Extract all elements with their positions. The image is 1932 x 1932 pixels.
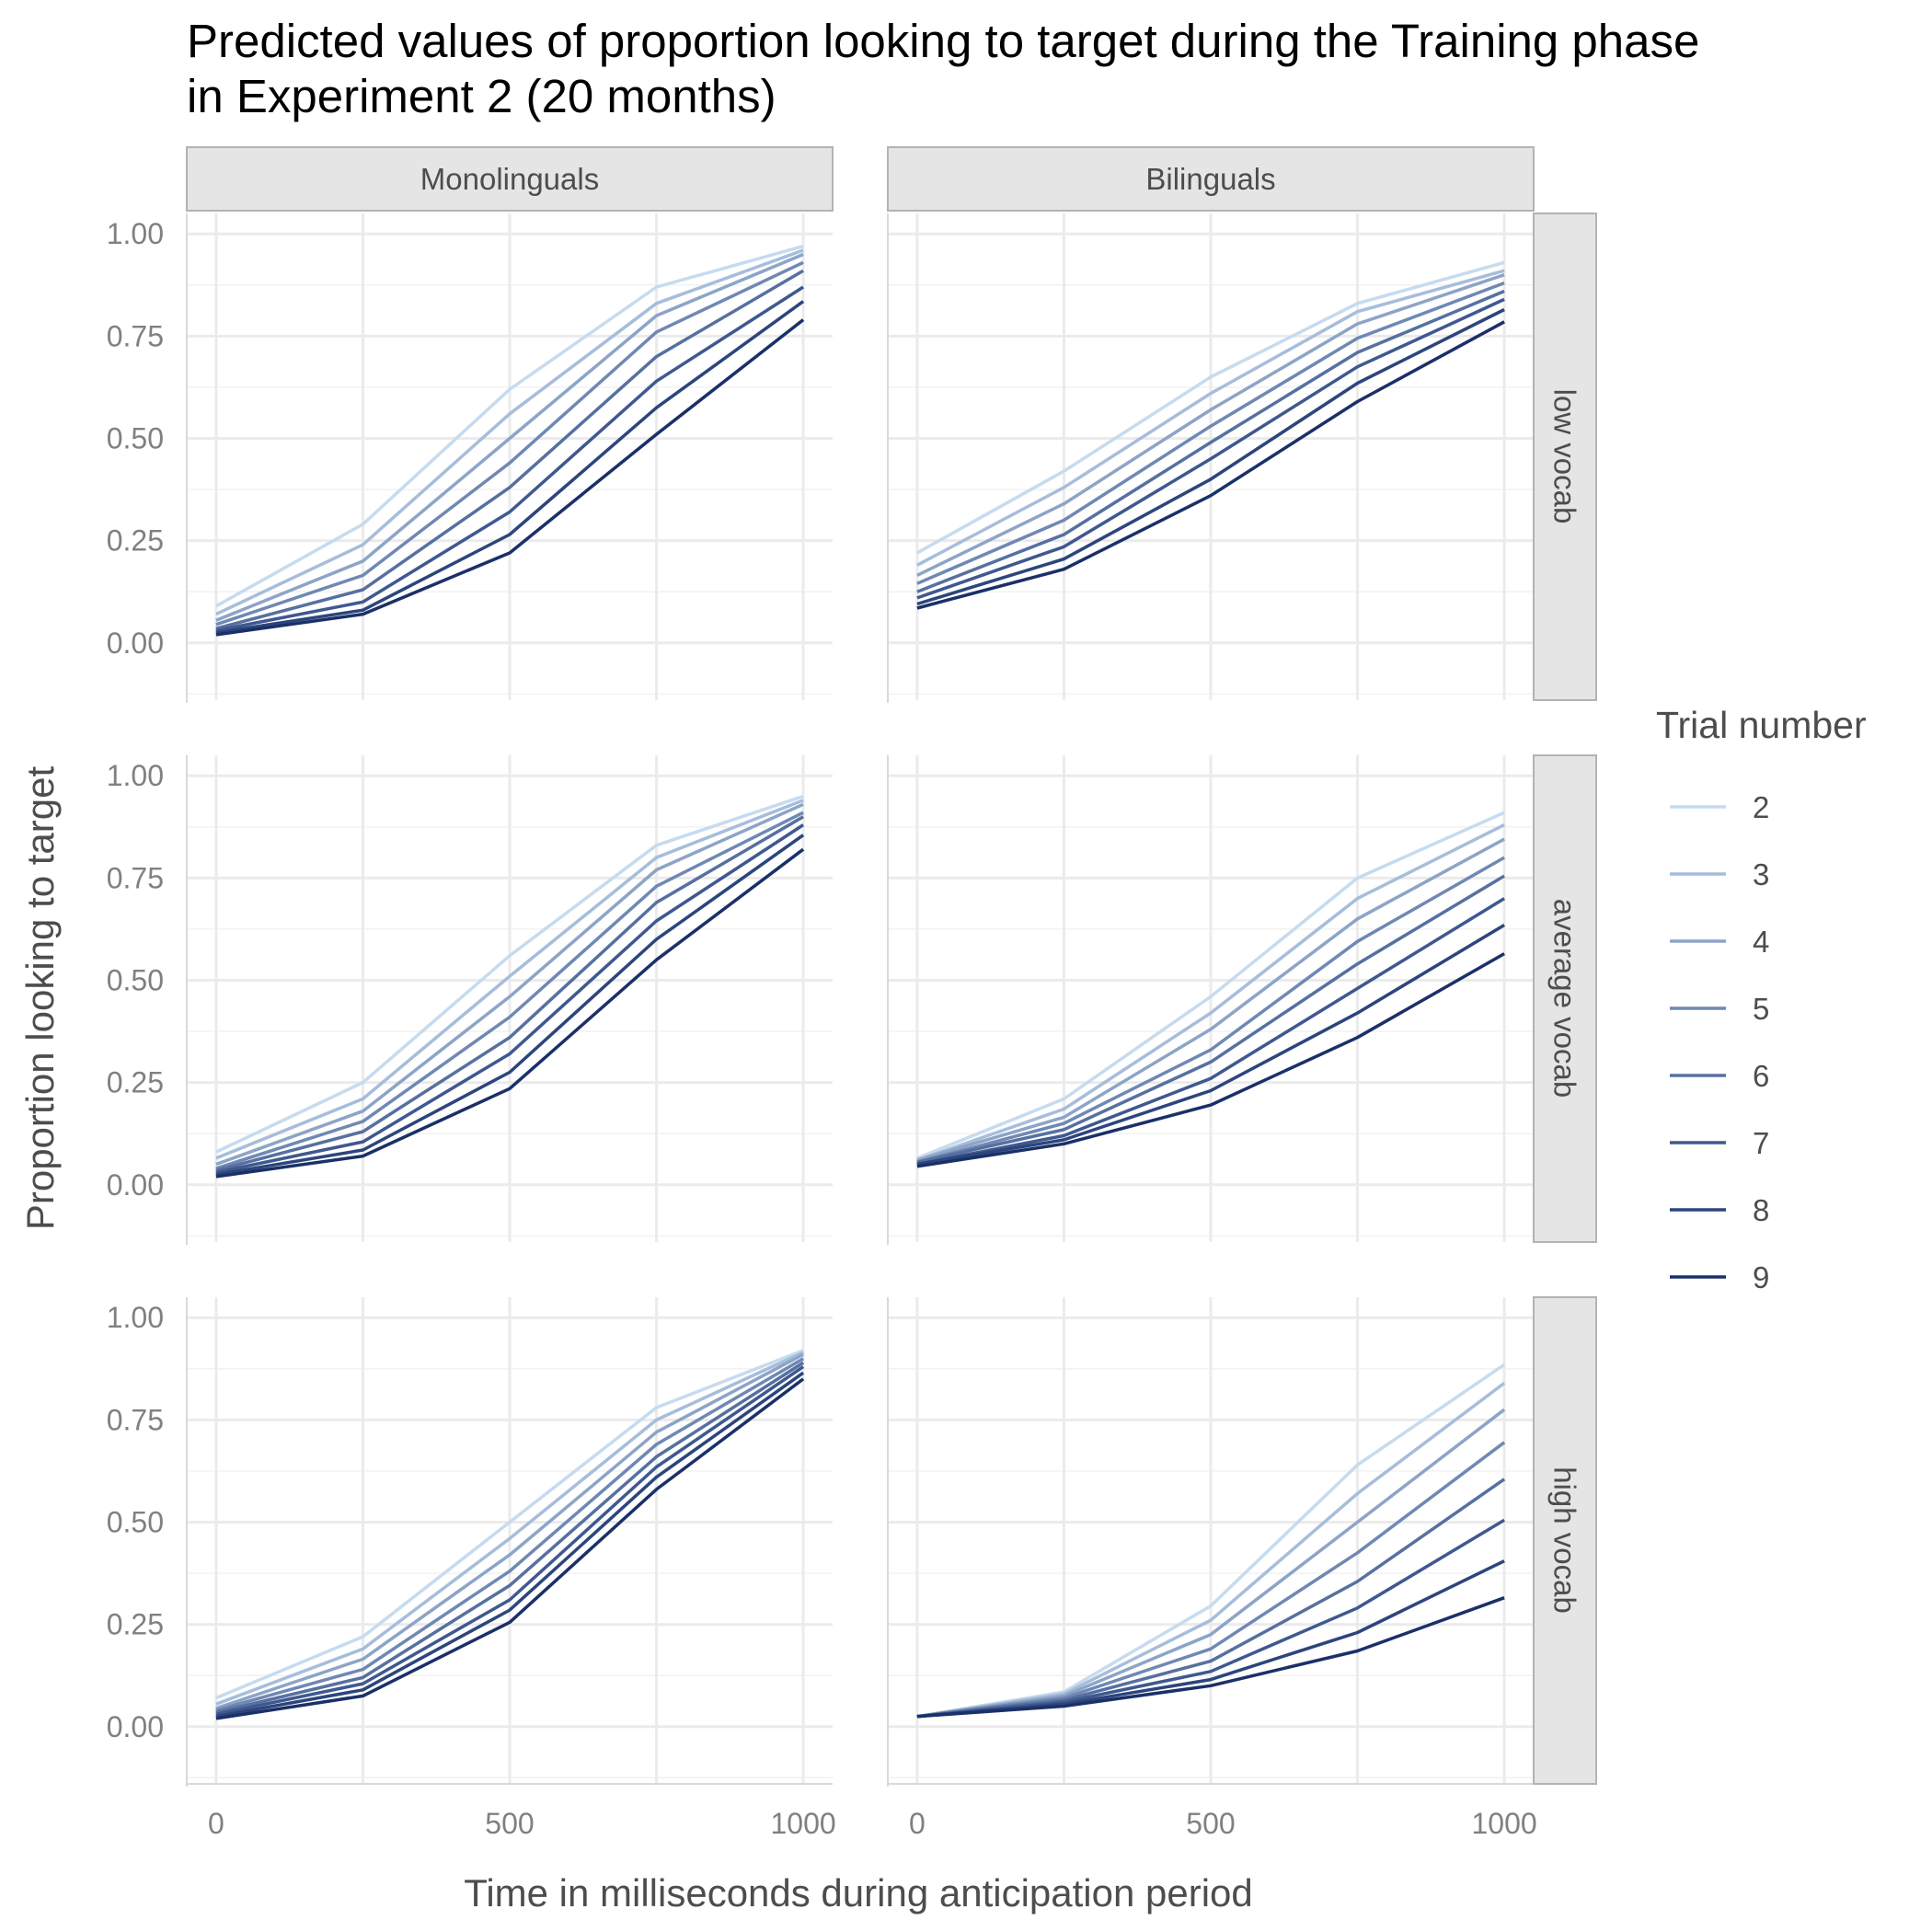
- x-tick-labels: 0 500 1000 0 500 1000: [208, 1807, 1537, 1840]
- y-tick-label: 0.00: [107, 627, 164, 660]
- legend-label-trial-5: 5: [1753, 992, 1769, 1026]
- series-line-trial-6: [215, 1361, 805, 1714]
- series-line-trial-5: [215, 1357, 804, 1712]
- series-line-trial-2: [916, 260, 1505, 555]
- series-line-trial-3: [215, 248, 804, 616]
- strip-bilinguals: [887, 146, 1535, 212]
- series-line-trial-9: [916, 320, 1505, 610]
- legend-label-trial-4: 4: [1753, 925, 1769, 959]
- series-line-trial-2: [215, 794, 804, 1154]
- y-tick-label: 0.50: [107, 963, 164, 996]
- y-tick-label: 0.00: [107, 1168, 164, 1202]
- strip-monolinguals: [186, 146, 834, 212]
- y-tick-label: 0.00: [107, 1710, 164, 1743]
- strip-label-monolinguals: Monolinguals: [420, 162, 599, 196]
- series-line-trial-5: [215, 260, 804, 627]
- chart-title-line-1: Predicted values of proportion looking t…: [187, 15, 1699, 67]
- y-tick-label: 0.25: [107, 1066, 164, 1099]
- series-line-trial-7: [916, 897, 1506, 1167]
- legend-label-trial-6: 6: [1753, 1059, 1769, 1093]
- series-line-trial-3: [215, 1351, 804, 1706]
- y-tick-label: 1.00: [107, 217, 164, 250]
- x-tick-label: 1000: [1471, 1807, 1536, 1840]
- series-line-trial-3: [215, 799, 804, 1160]
- y-tick-label: 0.25: [107, 524, 164, 558]
- series-line-trial-9: [215, 1377, 805, 1720]
- legend-label-trial-3: 3: [1753, 857, 1769, 891]
- series-line-trial-7: [215, 823, 805, 1175]
- series-line-trial-3: [916, 269, 1505, 567]
- y-tick-label: 1.00: [107, 759, 164, 792]
- series-line-trial-9: [215, 318, 805, 637]
- y-tick-label: 0.75: [107, 861, 164, 894]
- y-tick-label: 0.50: [107, 1505, 164, 1538]
- series-line-trial-7: [916, 297, 1505, 600]
- series-line-trial-4: [916, 837, 1505, 1162]
- series-line-trial-5: [916, 281, 1505, 585]
- y-tick-label: 1.00: [107, 1301, 164, 1334]
- series-line-trial-4: [916, 273, 1505, 577]
- series-line-trial-6: [215, 269, 804, 630]
- strip-average-vocab: [1533, 754, 1597, 1243]
- series-line-trial-7: [215, 1365, 805, 1717]
- x-tick-label: 1000: [770, 1807, 835, 1840]
- strip-label-low-vocab: low vocab: [1548, 389, 1582, 524]
- y-tick-label: 0.75: [107, 319, 164, 352]
- x-axis-title: Time in milliseconds during anticipation…: [464, 1871, 1253, 1915]
- series-line-trial-6: [916, 874, 1505, 1165]
- legend-title: Trial number: [1656, 704, 1867, 746]
- panel-axes: [186, 213, 1534, 1787]
- series-line-trial-3: [916, 823, 1505, 1162]
- series-line-trial-6: [215, 815, 804, 1172]
- series-line-trial-8: [916, 307, 1505, 606]
- x-tick-label: 500: [1186, 1807, 1235, 1840]
- chart-title-line-2: in Experiment 2 (20 months): [187, 70, 776, 122]
- strip-high-vocab: [1533, 1296, 1597, 1785]
- series-line-trial-4: [215, 1352, 804, 1710]
- panel-grids: [187, 213, 1534, 1784]
- x-tick-label: 0: [208, 1807, 224, 1840]
- legend-label-trial-8: 8: [1753, 1193, 1769, 1227]
- strip-label-high-vocab: high vocab: [1548, 1466, 1582, 1614]
- series-line-trial-2: [916, 811, 1505, 1160]
- series-line-trial-4: [215, 252, 804, 622]
- legend-label-trial-9: 9: [1753, 1260, 1769, 1294]
- y-axis-title: Proportion looking to target: [18, 766, 62, 1231]
- legend-label-trial-7: 7: [1753, 1126, 1769, 1160]
- x-tick-label: 500: [485, 1807, 534, 1840]
- legend-label-trial-2: 2: [1753, 790, 1769, 824]
- series-line-trial-6: [916, 289, 1505, 593]
- strip-label-average-vocab: average vocab: [1548, 899, 1582, 1098]
- y-tick-label: 0.50: [107, 421, 164, 454]
- series-line-trial-5: [215, 811, 804, 1170]
- series-line-trial-2: [215, 1349, 804, 1700]
- series-line-trial-9: [916, 952, 1505, 1168]
- series-line-trial-9: [215, 847, 805, 1179]
- series-line-trial-8: [215, 300, 805, 635]
- series-line-trial-5: [916, 856, 1505, 1164]
- x-tick-label: 0: [909, 1807, 926, 1840]
- strip-label-bilinguals: Bilinguals: [1145, 162, 1275, 196]
- y-tick-label: 0.25: [107, 1608, 164, 1641]
- series-line-trial-7: [215, 285, 805, 633]
- series-line-trial-8: [916, 923, 1505, 1167]
- legend: 2 3 4 5 6 7 8 9: [1670, 790, 1769, 1294]
- series-line-trial-8: [215, 1371, 805, 1719]
- y-tick-labels: 0.00 0.25 0.50 0.75 1.00 0.00 0.25 0.50 0.75 1.00…: [107, 217, 164, 1743]
- strip-low-vocab: [1533, 213, 1597, 701]
- series-line-trial-4: [215, 802, 804, 1167]
- series-line-trial-9: [916, 1596, 1505, 1719]
- series-line-trial-2: [215, 244, 804, 608]
- panel-lines: [215, 244, 1506, 1720]
- y-tick-label: 0.75: [107, 1403, 164, 1436]
- series-line-trial-8: [215, 834, 805, 1177]
